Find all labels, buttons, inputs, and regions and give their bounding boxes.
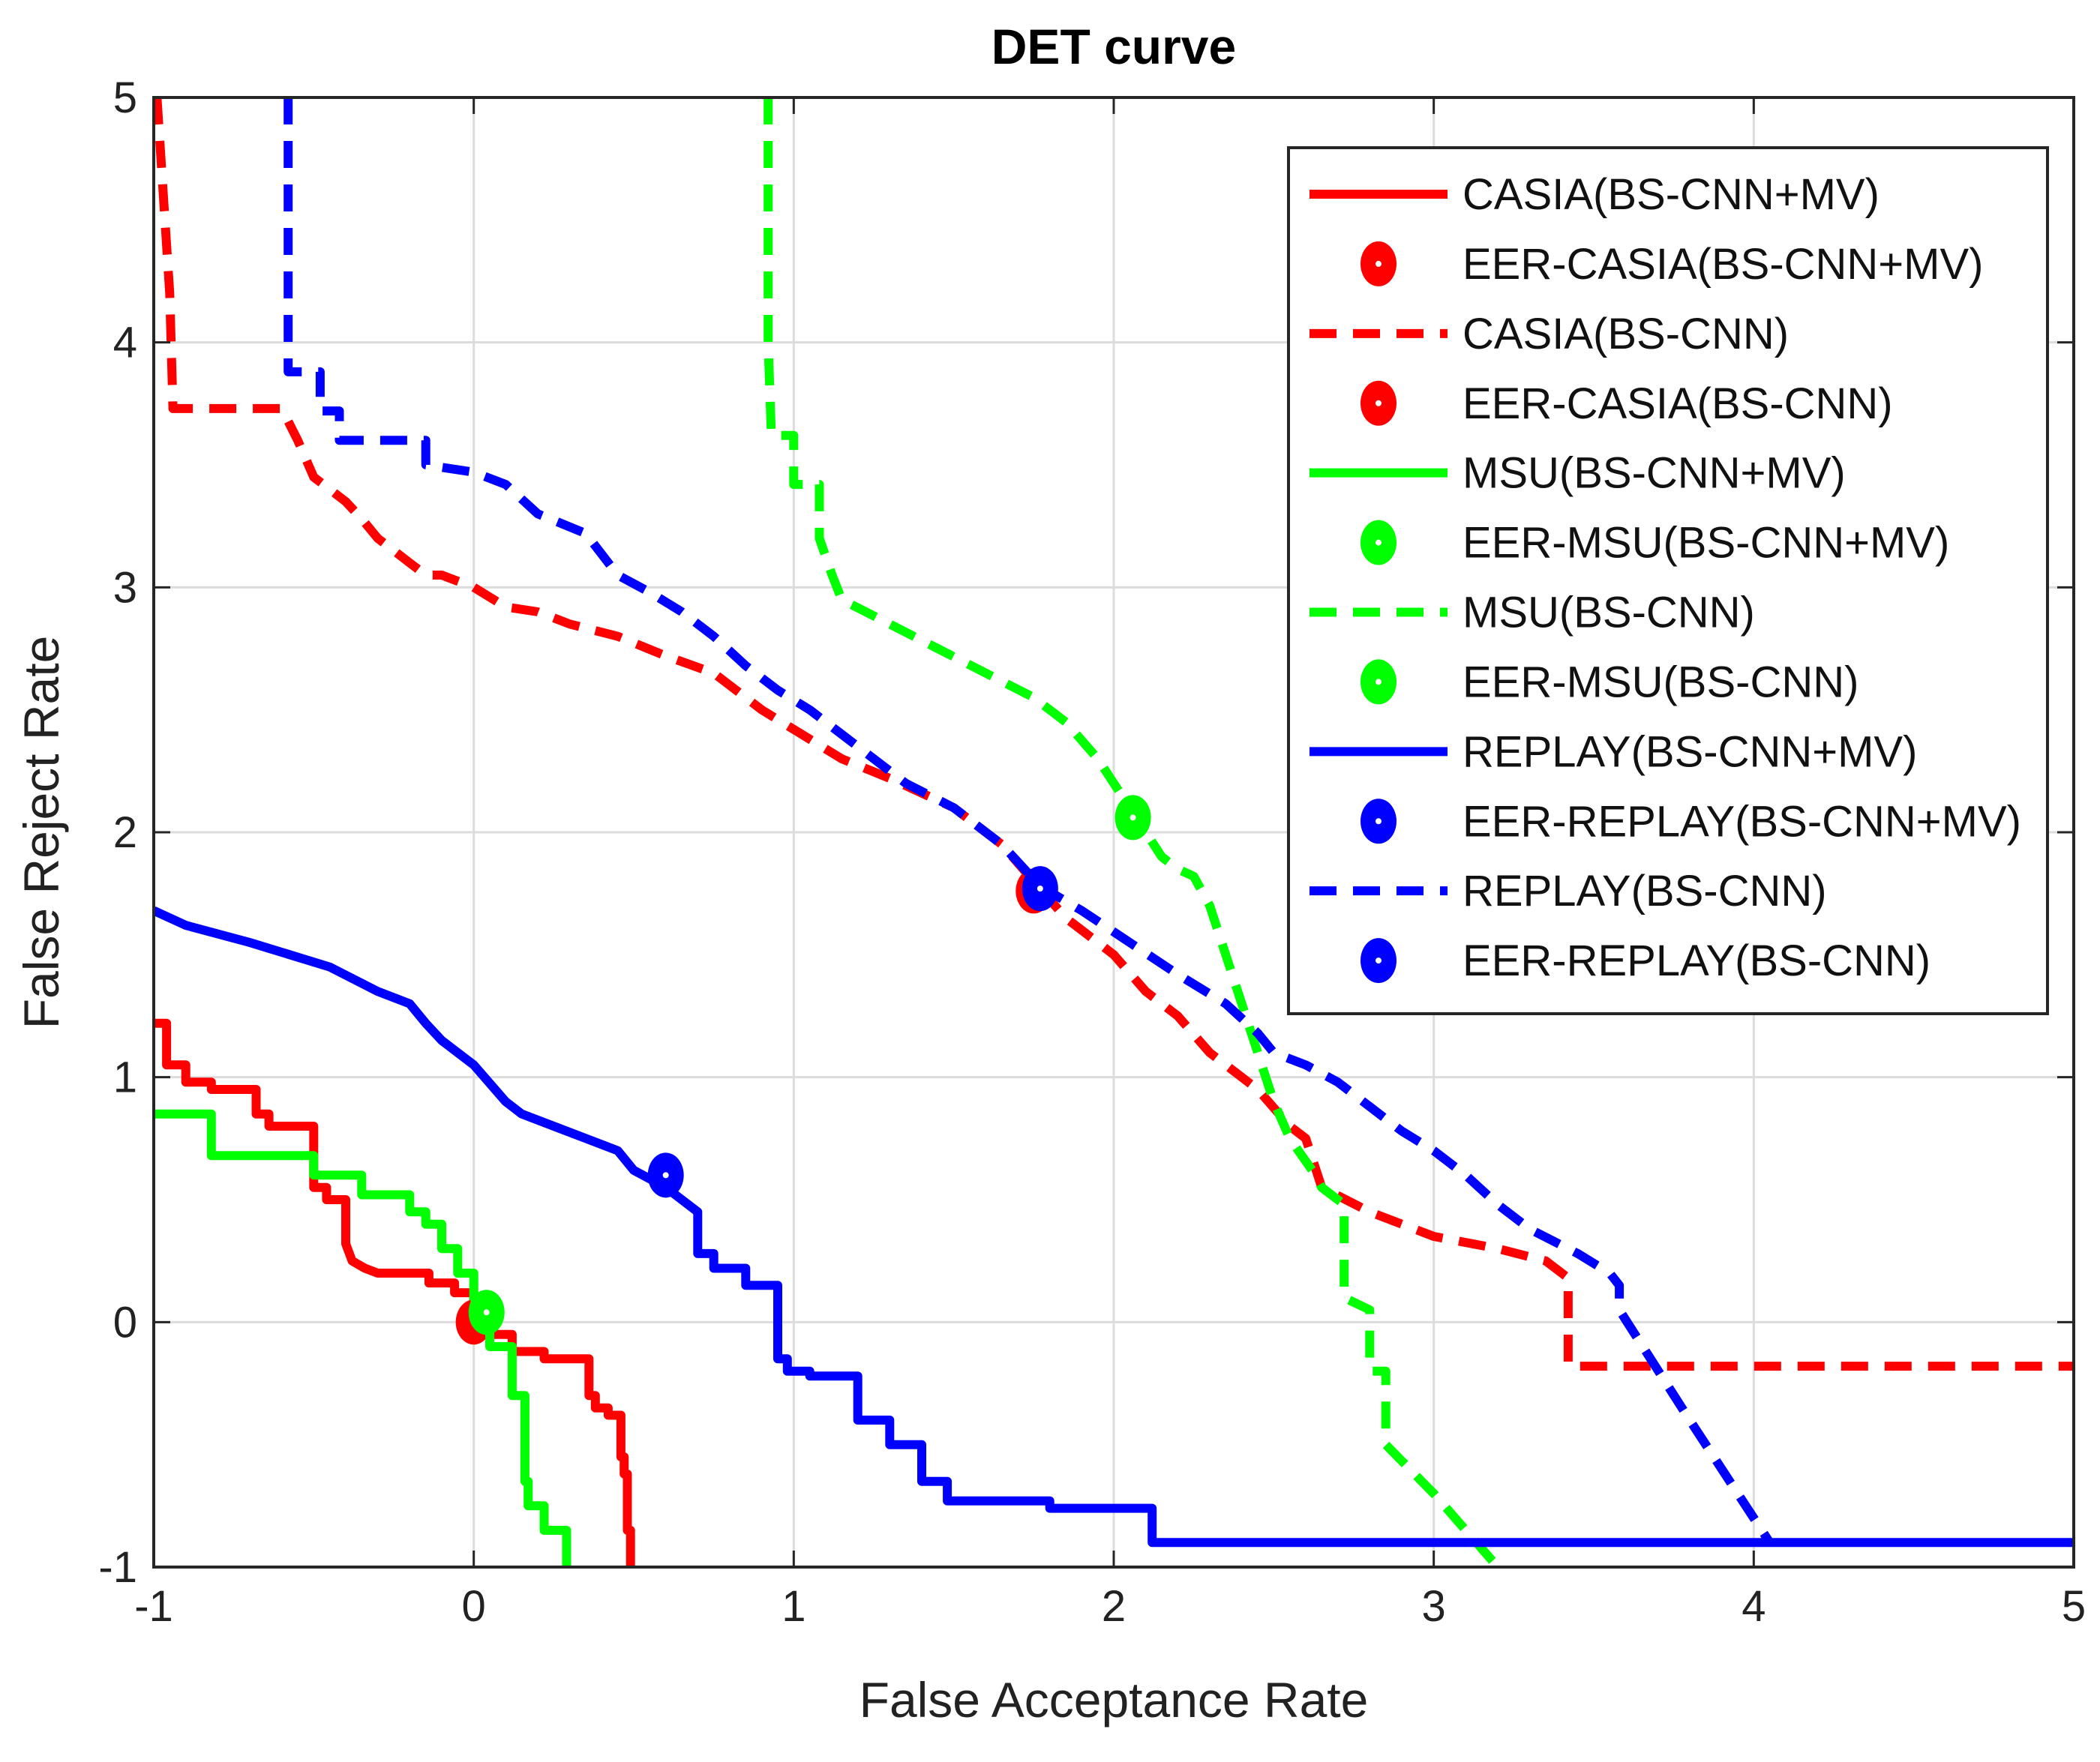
legend-item: EER-CASIA(BS-CNN) — [1360, 379, 1893, 428]
series-REPLAY(BS-CNN) — [284, 97, 1774, 1545]
series-REPLAY(BS-CNN+MV) — [154, 906, 2074, 1548]
series-line — [154, 1018, 635, 1567]
y-tick-label: 4 — [113, 319, 137, 367]
legend-label: CASIA(BS-CNN+MV) — [1462, 170, 1880, 219]
y-tick-label: 1 — [113, 1053, 137, 1102]
series-MSU(BS-CNN+MV) — [154, 1109, 572, 1567]
legend: CASIA(BS-CNN+MV) EER-CASIA(BS-CNN+MV) CASI… — [1287, 146, 2049, 1015]
legend-item: EER-MSU(BS-CNN+MV) — [1360, 519, 1949, 568]
chart-title: DET curve — [992, 19, 1236, 74]
legend-marker-center — [1376, 400, 1382, 406]
series-EER-MSU(BS-CNN) — [1114, 795, 1151, 841]
legend-item: REPLAY(BS-CNN) — [1310, 867, 1827, 915]
series-line — [154, 1109, 572, 1567]
series-layer — [154, 97, 2074, 1567]
legend-label: EER-CASIA(BS-CNN) — [1462, 379, 1893, 428]
series-line — [764, 97, 1502, 1567]
legend-label: EER-MSU(BS-CNN) — [1462, 658, 1858, 706]
x-tick-label: 1 — [782, 1582, 806, 1631]
legend-label: EER-REPLAY(BS-CNN+MV) — [1462, 797, 2021, 846]
series-line — [154, 906, 2074, 1548]
legend-label: EER-MSU(BS-CNN+MV) — [1462, 519, 1949, 568]
x-tick-label: 4 — [1742, 1582, 1766, 1631]
x-tick-label: -1 — [134, 1582, 173, 1631]
legend-marker-center — [1376, 260, 1382, 267]
series-EER-MSU(BS-CNN+MV) — [468, 1290, 505, 1335]
y-tick-label: 5 — [113, 73, 137, 122]
legend-item: EER-REPLAY(BS-CNN+MV) — [1360, 797, 2021, 846]
legend-item: CASIA(BS-CNN+MV) — [1310, 170, 1880, 219]
legend-label: MSU(BS-CNN) — [1462, 589, 1755, 637]
legend-marker-center — [1376, 679, 1382, 685]
y-tick-label: 2 — [113, 808, 137, 857]
series-EER-REPLAY(BS-CNN) — [1022, 866, 1058, 912]
y-tick-label: 3 — [113, 563, 137, 612]
legend-label: EER-CASIA(BS-CNN+MV) — [1462, 240, 1983, 289]
legend-label: MSU(BS-CNN+MV) — [1462, 449, 1846, 498]
legend-label: CASIA(BS-CNN) — [1462, 310, 1789, 358]
legend-marker-center — [1376, 818, 1382, 825]
legend-item: MSU(BS-CNN+MV) — [1310, 449, 1846, 498]
series-EER-REPLAY(BS-CNN+MV) — [647, 1152, 684, 1198]
y-tick-label: 0 — [113, 1298, 137, 1347]
legend-marker-center — [1376, 957, 1382, 964]
x-axis-label: False Acceptance Rate — [860, 1672, 1369, 1728]
x-tick-label: 3 — [1422, 1582, 1446, 1631]
legend-box — [1287, 146, 2049, 1015]
y-axis-label: False Reject Rate — [14, 636, 69, 1029]
y-tick-label: -1 — [98, 1543, 137, 1592]
axis-ticks: -1 0 1 2 3 4 5 -1 0 1 2 3 4 5 — [98, 73, 2086, 1631]
eer-marker-center — [662, 1172, 669, 1179]
legend-item: EER-MSU(BS-CNN) — [1360, 658, 1858, 706]
eer-marker-center — [1130, 814, 1136, 821]
series-CASIA(BS-CNN+MV) — [154, 1018, 635, 1567]
series-line — [284, 97, 1774, 1545]
legend-item: EER-REPLAY(BS-CNN) — [1360, 936, 1930, 985]
x-tick-label: 0 — [462, 1582, 486, 1631]
legend-label: EER-REPLAY(BS-CNN) — [1462, 936, 1930, 985]
x-tick-label: 5 — [2062, 1582, 2086, 1631]
series-MSU(BS-CNN) — [764, 97, 1502, 1567]
eer-marker-center — [483, 1309, 490, 1316]
legend-marker-center — [1376, 539, 1382, 546]
eer-marker-center — [1036, 885, 1043, 892]
legend-item: REPLAY(BS-CNN+MV) — [1310, 727, 1917, 776]
legend-label: REPLAY(BS-CNN) — [1462, 867, 1827, 915]
legend-label: REPLAY(BS-CNN+MV) — [1462, 727, 1917, 776]
legend-item: MSU(BS-CNN) — [1310, 589, 1755, 637]
legend-item: EER-CASIA(BS-CNN+MV) — [1360, 240, 1983, 289]
legend-item: CASIA(BS-CNN) — [1310, 310, 1789, 358]
x-tick-label: 2 — [1102, 1582, 1126, 1631]
